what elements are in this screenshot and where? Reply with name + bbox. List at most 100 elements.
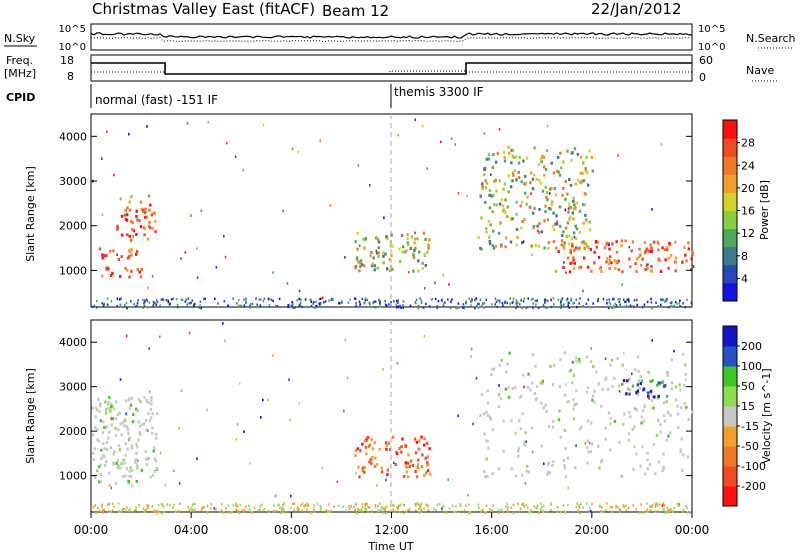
power-nearrange-cell bbox=[187, 297, 190, 300]
power-feature-5-cell bbox=[644, 268, 647, 271]
power-scatter-cell bbox=[564, 208, 567, 212]
power-nearrange-cell bbox=[521, 306, 523, 309]
velocity-feature-1-cell bbox=[394, 463, 397, 466]
velocity-feature-2-cell bbox=[545, 410, 548, 413]
power-scatter-cell bbox=[617, 154, 619, 157]
velocity-nearrange-cell bbox=[163, 510, 166, 514]
velocity-nearrange-cell bbox=[522, 503, 525, 507]
power-feature-5-cell bbox=[609, 255, 612, 259]
velocity-nearrange-cell bbox=[657, 509, 660, 513]
power-feature-5-cell bbox=[685, 259, 688, 263]
power-feature-5-cell bbox=[576, 247, 579, 251]
velocity-nearrange-cell bbox=[385, 505, 388, 508]
velocity-nearrange-cell bbox=[374, 504, 377, 507]
power-feature-0-cell bbox=[112, 249, 115, 253]
velocity-feature-3-cell bbox=[658, 381, 662, 385]
power-feature-4-cell bbox=[573, 203, 576, 207]
power-feature-4-cell bbox=[494, 244, 497, 248]
power-feature-4-cell bbox=[508, 151, 511, 155]
velocity-feature-2-cell bbox=[609, 448, 612, 452]
power-nearrange-cell bbox=[102, 304, 105, 307]
velocity-nearrange-cell bbox=[325, 508, 328, 512]
power-feature-5-cell bbox=[578, 246, 581, 250]
power-feature-5-cell bbox=[569, 261, 572, 265]
velocity-feature-2-cell bbox=[681, 453, 685, 457]
power-feature-4-cell bbox=[489, 242, 492, 246]
velocity-feature-2-cell bbox=[521, 412, 524, 416]
velocity-feature-1-cell bbox=[386, 473, 389, 477]
power-feature-1-cell bbox=[135, 218, 139, 222]
power-nearrange-cell bbox=[422, 306, 425, 309]
power-feature-5-cell bbox=[572, 258, 575, 262]
power-nearrange-cell bbox=[606, 302, 608, 305]
velocity-feature-3-cell bbox=[628, 392, 631, 396]
velocity-feature-2-cell bbox=[631, 384, 635, 388]
power-nearrange-cell bbox=[425, 302, 427, 305]
velocity-nearrange-cell bbox=[230, 511, 232, 514]
power-feature-0-cell bbox=[109, 249, 112, 253]
velocity-scatter-cell bbox=[238, 382, 241, 385]
power-feature-1-cell bbox=[147, 194, 151, 198]
velocity-feature-2-cell bbox=[680, 437, 683, 441]
velocity-feature-0-cell bbox=[129, 403, 133, 407]
velocity-scatter-cell bbox=[178, 427, 180, 430]
power-nearrange-cell bbox=[328, 299, 330, 302]
velocity-feature-2-cell bbox=[684, 372, 687, 376]
power-nearrange-cell bbox=[625, 304, 628, 308]
power-feature-3-cell bbox=[360, 263, 364, 267]
velocity-nearrange-cell bbox=[676, 502, 679, 505]
power-feature-4-cell bbox=[573, 231, 576, 235]
velocity-nearrange-cell bbox=[390, 504, 392, 507]
power-feature-5-cell bbox=[638, 247, 641, 251]
velocity-feature-0-cell bbox=[99, 473, 103, 476]
velocity-feature-2-cell bbox=[609, 422, 612, 426]
velocity-nearrange-cell bbox=[518, 510, 521, 514]
velocity-feature-2-cell bbox=[502, 449, 505, 453]
power-feature-5-cell bbox=[650, 269, 653, 273]
power-feature-5-cell bbox=[617, 268, 621, 272]
velocity-feature-1-cell bbox=[417, 458, 420, 462]
velocity-nearrange-cell bbox=[177, 510, 180, 513]
power-nearrange-cell bbox=[319, 305, 322, 309]
power-nearrange-cell bbox=[270, 298, 273, 301]
power-nearrange-cell bbox=[162, 298, 165, 301]
power-scatter-cell bbox=[344, 256, 346, 259]
velocity-nearrange-cell bbox=[546, 510, 549, 514]
velocity-scatter-cell bbox=[524, 482, 527, 485]
velocity-nearrange-cell bbox=[668, 508, 670, 512]
power-scatter-cell bbox=[242, 168, 245, 172]
power-scatter-cell bbox=[628, 245, 631, 249]
velocity-nearrange-cell bbox=[436, 503, 439, 506]
power-nearrange-cell bbox=[320, 297, 322, 300]
velocity-colorbar-swatch-4 bbox=[723, 406, 737, 427]
velocity-feature-2-cell bbox=[601, 387, 604, 391]
velocity-nearrange-cell bbox=[281, 506, 283, 510]
power-feature-4-cell bbox=[507, 145, 510, 149]
velocity-feature-2-cell bbox=[670, 358, 673, 362]
velocity-feature-2-cell bbox=[571, 381, 574, 385]
power-nearrange-cell bbox=[517, 301, 519, 304]
velocity-feature-0-cell bbox=[138, 431, 141, 435]
power-nearrange-cell bbox=[451, 298, 453, 301]
power-nearrange-cell bbox=[465, 302, 467, 305]
power-scatter-cell bbox=[196, 276, 199, 279]
velocity-feature-3-cell bbox=[626, 379, 629, 383]
velocity-feature-0-cell bbox=[150, 398, 153, 402]
power-feature-4-cell bbox=[555, 222, 559, 226]
power-feature-4-cell bbox=[582, 203, 585, 207]
velocity-feature-3-cell bbox=[625, 392, 628, 396]
power-nearrange-cell bbox=[395, 306, 398, 309]
velocity-colorbar-frame bbox=[722, 325, 738, 507]
velocity-feature-2-cell bbox=[559, 358, 562, 362]
velocity-feature-2-cell bbox=[610, 358, 614, 362]
power-feature-3-cell bbox=[386, 237, 389, 241]
velocity-feature-0-cell bbox=[155, 432, 158, 436]
velocity-scatter-cell bbox=[343, 409, 345, 413]
power-scatter-cell bbox=[689, 268, 692, 271]
power-feature-1-cell bbox=[143, 227, 146, 230]
power-feature-5-cell bbox=[593, 250, 596, 254]
velocity-nearrange-cell bbox=[383, 508, 385, 511]
power-feature-3-cell bbox=[377, 255, 380, 258]
velocity-ytick-label-3: 4000 bbox=[59, 336, 87, 349]
velocity-feature-1-cell bbox=[385, 447, 388, 451]
